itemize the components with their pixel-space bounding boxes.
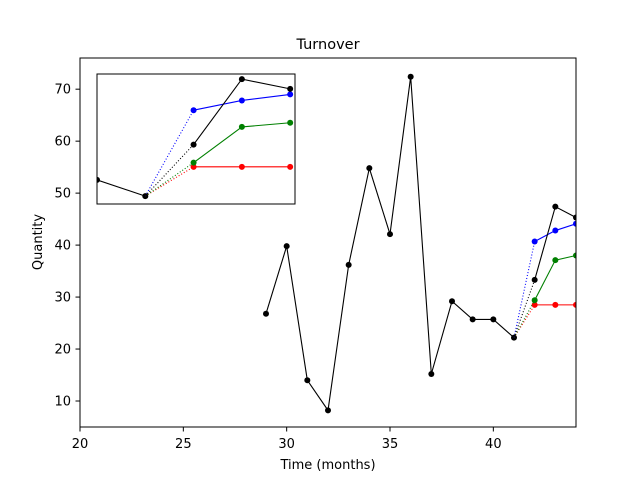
inset-forecast-mid-point — [287, 119, 294, 126]
main-observed-point — [469, 316, 476, 323]
x-tick-label: 25 — [175, 437, 192, 452]
main-forecast-low-point — [552, 301, 559, 308]
inset-forecast-mid-series — [144, 119, 294, 197]
main-forecast-low-point — [573, 301, 576, 308]
y-tick-label: 50 — [54, 187, 71, 202]
main-forecast-actual-connector — [513, 279, 536, 338]
main-forecast-high-point — [552, 227, 559, 234]
inset-forecast-low-point — [287, 163, 294, 170]
inset-observed-point — [97, 176, 100, 183]
inset-observed-series — [97, 176, 149, 200]
y-tick-label: 40 — [54, 239, 71, 254]
main-forecast-mid-series — [513, 252, 576, 338]
inset-background — [97, 74, 295, 204]
inset-forecast-mid-point — [238, 123, 245, 130]
main-forecast-actual-series — [513, 203, 576, 338]
inset-forecast-high-point — [190, 107, 197, 114]
x-tick-label: 20 — [72, 437, 89, 452]
main-observed-point — [449, 298, 455, 305]
y-tick-label: 20 — [54, 343, 71, 358]
main-observed-point — [283, 243, 290, 250]
inset-forecast-actual-point — [287, 85, 294, 92]
main-forecast-mid-point — [552, 257, 559, 264]
main-observed-point — [428, 370, 435, 377]
main-forecast-mid-connector — [513, 299, 536, 338]
y-tick-label: 60 — [54, 135, 71, 150]
x-tick-label: 40 — [485, 437, 502, 452]
main-observed-point — [263, 310, 269, 317]
main-observed-series — [263, 73, 517, 414]
inset-forecast-low-connector — [145, 166, 194, 197]
main-forecast-mid-point — [573, 252, 576, 259]
main-observed-point — [366, 165, 373, 172]
inset-observed-line — [97, 179, 146, 197]
y-axis-ticks: 10 20 30 40 50 60 70 — [54, 83, 80, 410]
chart-title: Turnover — [295, 37, 359, 53]
main-forecast-actual-point — [573, 214, 576, 221]
inset-forecast-low-point — [238, 163, 245, 170]
inset-forecast-high-point — [287, 91, 294, 98]
main-forecast-high-series — [513, 220, 576, 338]
main-plot-frame — [79, 57, 577, 428]
main-observed-point — [345, 261, 352, 268]
inset-forecast-mid-point — [190, 159, 197, 166]
main-series-group — [263, 73, 576, 414]
main-observed-point — [407, 73, 414, 80]
main-forecast-mid-point — [531, 297, 538, 304]
inset-forecast-actual-point — [190, 141, 197, 148]
y-tick-label: 30 — [54, 291, 71, 306]
main-observed-point — [325, 407, 331, 414]
inset-forecast-mid-connector — [144, 162, 194, 197]
inset-forecast-actual-series — [144, 76, 294, 197]
y-tick-label: 70 — [54, 83, 71, 98]
inset-forecast-high-point — [238, 97, 245, 104]
inset-plot-area — [96, 73, 296, 205]
inset-frame — [96, 73, 296, 205]
x-tick-label: 35 — [382, 437, 399, 452]
x-axis-label: Time (months) — [279, 458, 375, 473]
main-forecast-high-connector — [513, 241, 536, 338]
inset-series-group — [97, 76, 294, 200]
inset-forecast-actual-point — [238, 76, 245, 83]
main-plot-area: 20 25 30 35 40 10 20 30 40 50 60 70 — [54, 57, 577, 452]
inset-forecast-low-point — [190, 163, 197, 170]
inset-forecast-low-series — [145, 163, 294, 197]
x-axis-ticks: 20 25 30 35 40 — [72, 427, 502, 452]
y-axis-label: Quantity — [31, 214, 46, 270]
main-forecast-high-point — [531, 238, 538, 245]
main-forecast-high-point — [573, 220, 576, 227]
main-forecast-actual-point — [552, 203, 559, 210]
x-tick-label: 30 — [278, 437, 295, 452]
inset-forecast-high-series — [144, 91, 294, 197]
main-observed-point — [387, 231, 393, 238]
main-forecast-actual-point — [531, 276, 538, 283]
y-tick-label: 10 — [54, 395, 71, 410]
main-observed-point — [304, 377, 311, 384]
main-observed-point — [490, 316, 497, 323]
